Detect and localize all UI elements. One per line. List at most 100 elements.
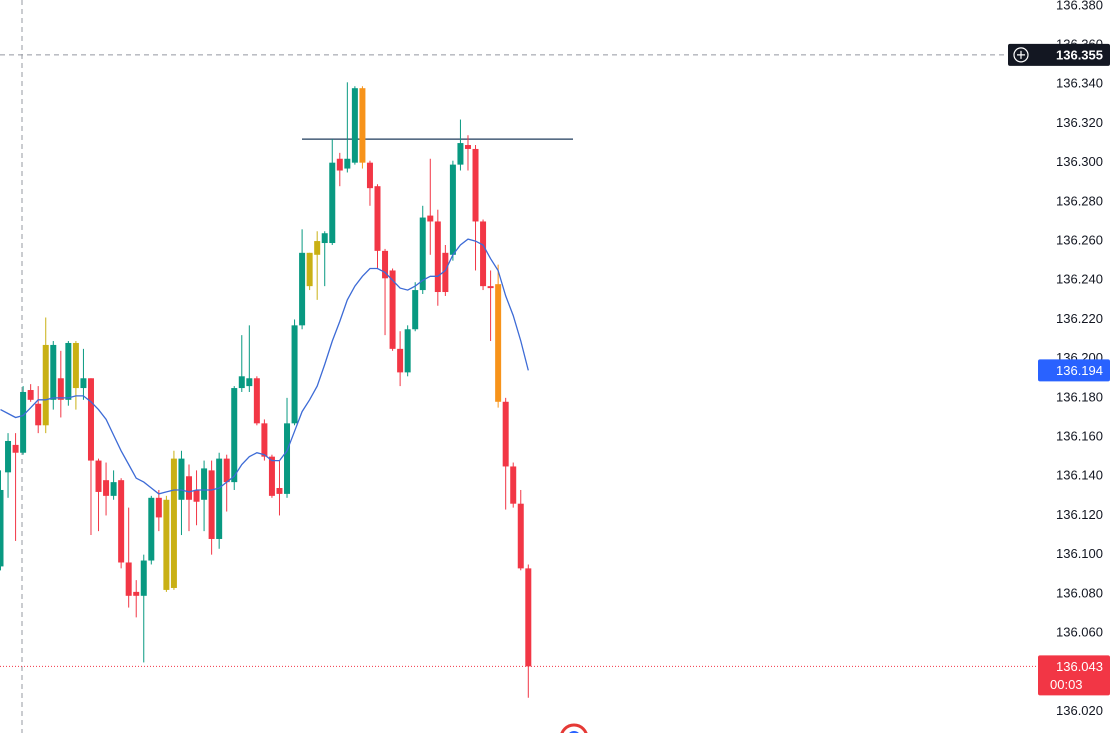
candle-body	[231, 388, 238, 483]
candle-body	[502, 401, 509, 467]
candle-body	[118, 480, 125, 563]
candle-body	[495, 284, 502, 402]
ma-tag	[1038, 359, 1110, 382]
candle-body	[510, 466, 517, 504]
candle-body	[480, 221, 487, 287]
candle-body	[306, 252, 313, 287]
y-tick-label: 136.060	[1056, 624, 1103, 639]
y-tick-label: 136.180	[1056, 389, 1103, 404]
y-tick-label: 136.220	[1056, 311, 1103, 326]
candle-body	[216, 458, 223, 539]
candle-body	[186, 476, 192, 500]
candle-body	[442, 252, 449, 293]
y-tick-label: 136.080	[1056, 585, 1103, 600]
candle-body	[125, 562, 132, 596]
candle-body	[261, 423, 268, 457]
candle-body	[374, 186, 381, 251]
candle-body	[397, 348, 404, 373]
y-tick-label: 136.240	[1056, 272, 1103, 287]
logo-ring	[560, 723, 588, 733]
candle-body	[299, 252, 306, 326]
candle-body	[20, 391, 27, 453]
candle-body	[72, 342, 79, 389]
candle-body	[57, 378, 64, 400]
y-tick-label: 136.280	[1056, 193, 1103, 208]
candle-body	[170, 458, 177, 588]
candle-body	[103, 480, 110, 496]
candle-body	[110, 482, 117, 496]
candle-body	[404, 329, 411, 373]
candle-body	[366, 162, 373, 189]
countdown-label: 00:03	[1050, 677, 1083, 692]
crosshair-price-label: 136.355	[1056, 47, 1103, 62]
last-price-label: 136.043	[1056, 659, 1103, 674]
candle-body	[427, 215, 434, 222]
candle-body	[412, 290, 419, 330]
candle-body	[472, 148, 479, 222]
candle-body	[95, 460, 102, 492]
candle-body	[434, 221, 441, 293]
candle-body	[268, 456, 275, 496]
candle-body	[253, 378, 260, 424]
candle-body	[419, 217, 426, 291]
y-tick-label: 136.320	[1056, 115, 1103, 130]
candle-body	[35, 403, 42, 426]
ma-line	[0, 238, 529, 495]
candle-body	[27, 390, 34, 400]
candle-body	[351, 88, 358, 163]
candle-body	[50, 344, 57, 400]
crosshair-plus-icon	[1013, 47, 1029, 63]
y-tick-label: 136.380	[1056, 0, 1103, 12]
candle-body	[359, 88, 366, 163]
candle-body	[5, 440, 12, 473]
candle-body	[87, 378, 94, 461]
candle-body	[487, 286, 494, 289]
y-tick-label: 136.020	[1056, 703, 1103, 718]
candle-body	[389, 270, 396, 349]
candle-body	[0, 489, 4, 567]
candle-body	[246, 378, 253, 387]
logo	[560, 723, 588, 733]
candle-body	[321, 233, 328, 244]
candle-body	[276, 488, 283, 494]
candle-body	[238, 376, 245, 389]
candle-body	[329, 162, 336, 244]
candle-body	[12, 444, 19, 453]
y-tick-label: 136.160	[1056, 428, 1103, 443]
y-tick-label: 136.300	[1056, 154, 1103, 169]
y-tick-label: 136.140	[1056, 468, 1103, 483]
candle-body	[464, 145, 471, 149]
y-tick-label: 136.340	[1056, 76, 1103, 91]
candle-body	[178, 458, 185, 500]
candle-body	[201, 468, 208, 500]
candle-body	[291, 325, 298, 424]
candle-body	[525, 568, 532, 667]
candle-body	[314, 241, 321, 255]
candle-body	[382, 250, 389, 279]
y-tick-label: 136.120	[1056, 507, 1103, 522]
candle-body	[457, 143, 464, 165]
candle-body	[223, 458, 230, 483]
candle-body	[449, 164, 456, 255]
last-price-tag	[1038, 655, 1110, 696]
y-tick-label: 136.100	[1056, 546, 1103, 561]
crosshair-tag	[1008, 43, 1110, 66]
candle-body	[155, 497, 162, 518]
candle-body	[80, 378, 87, 389]
candle-body	[148, 497, 155, 561]
candle-body	[208, 470, 215, 539]
ma-price-label: 136.194	[1056, 363, 1103, 378]
candle-body	[193, 489, 200, 502]
candle-body	[140, 560, 147, 596]
candle-body	[336, 158, 343, 171]
y-tick-label: 136.260	[1056, 233, 1103, 248]
candle-body	[284, 423, 291, 494]
candle-body	[42, 344, 49, 426]
candle-body	[163, 499, 170, 590]
candle-body	[65, 342, 72, 400]
candle-body	[517, 503, 524, 569]
crosshair-plus	[1017, 50, 1025, 59]
candle-body	[344, 158, 351, 169]
